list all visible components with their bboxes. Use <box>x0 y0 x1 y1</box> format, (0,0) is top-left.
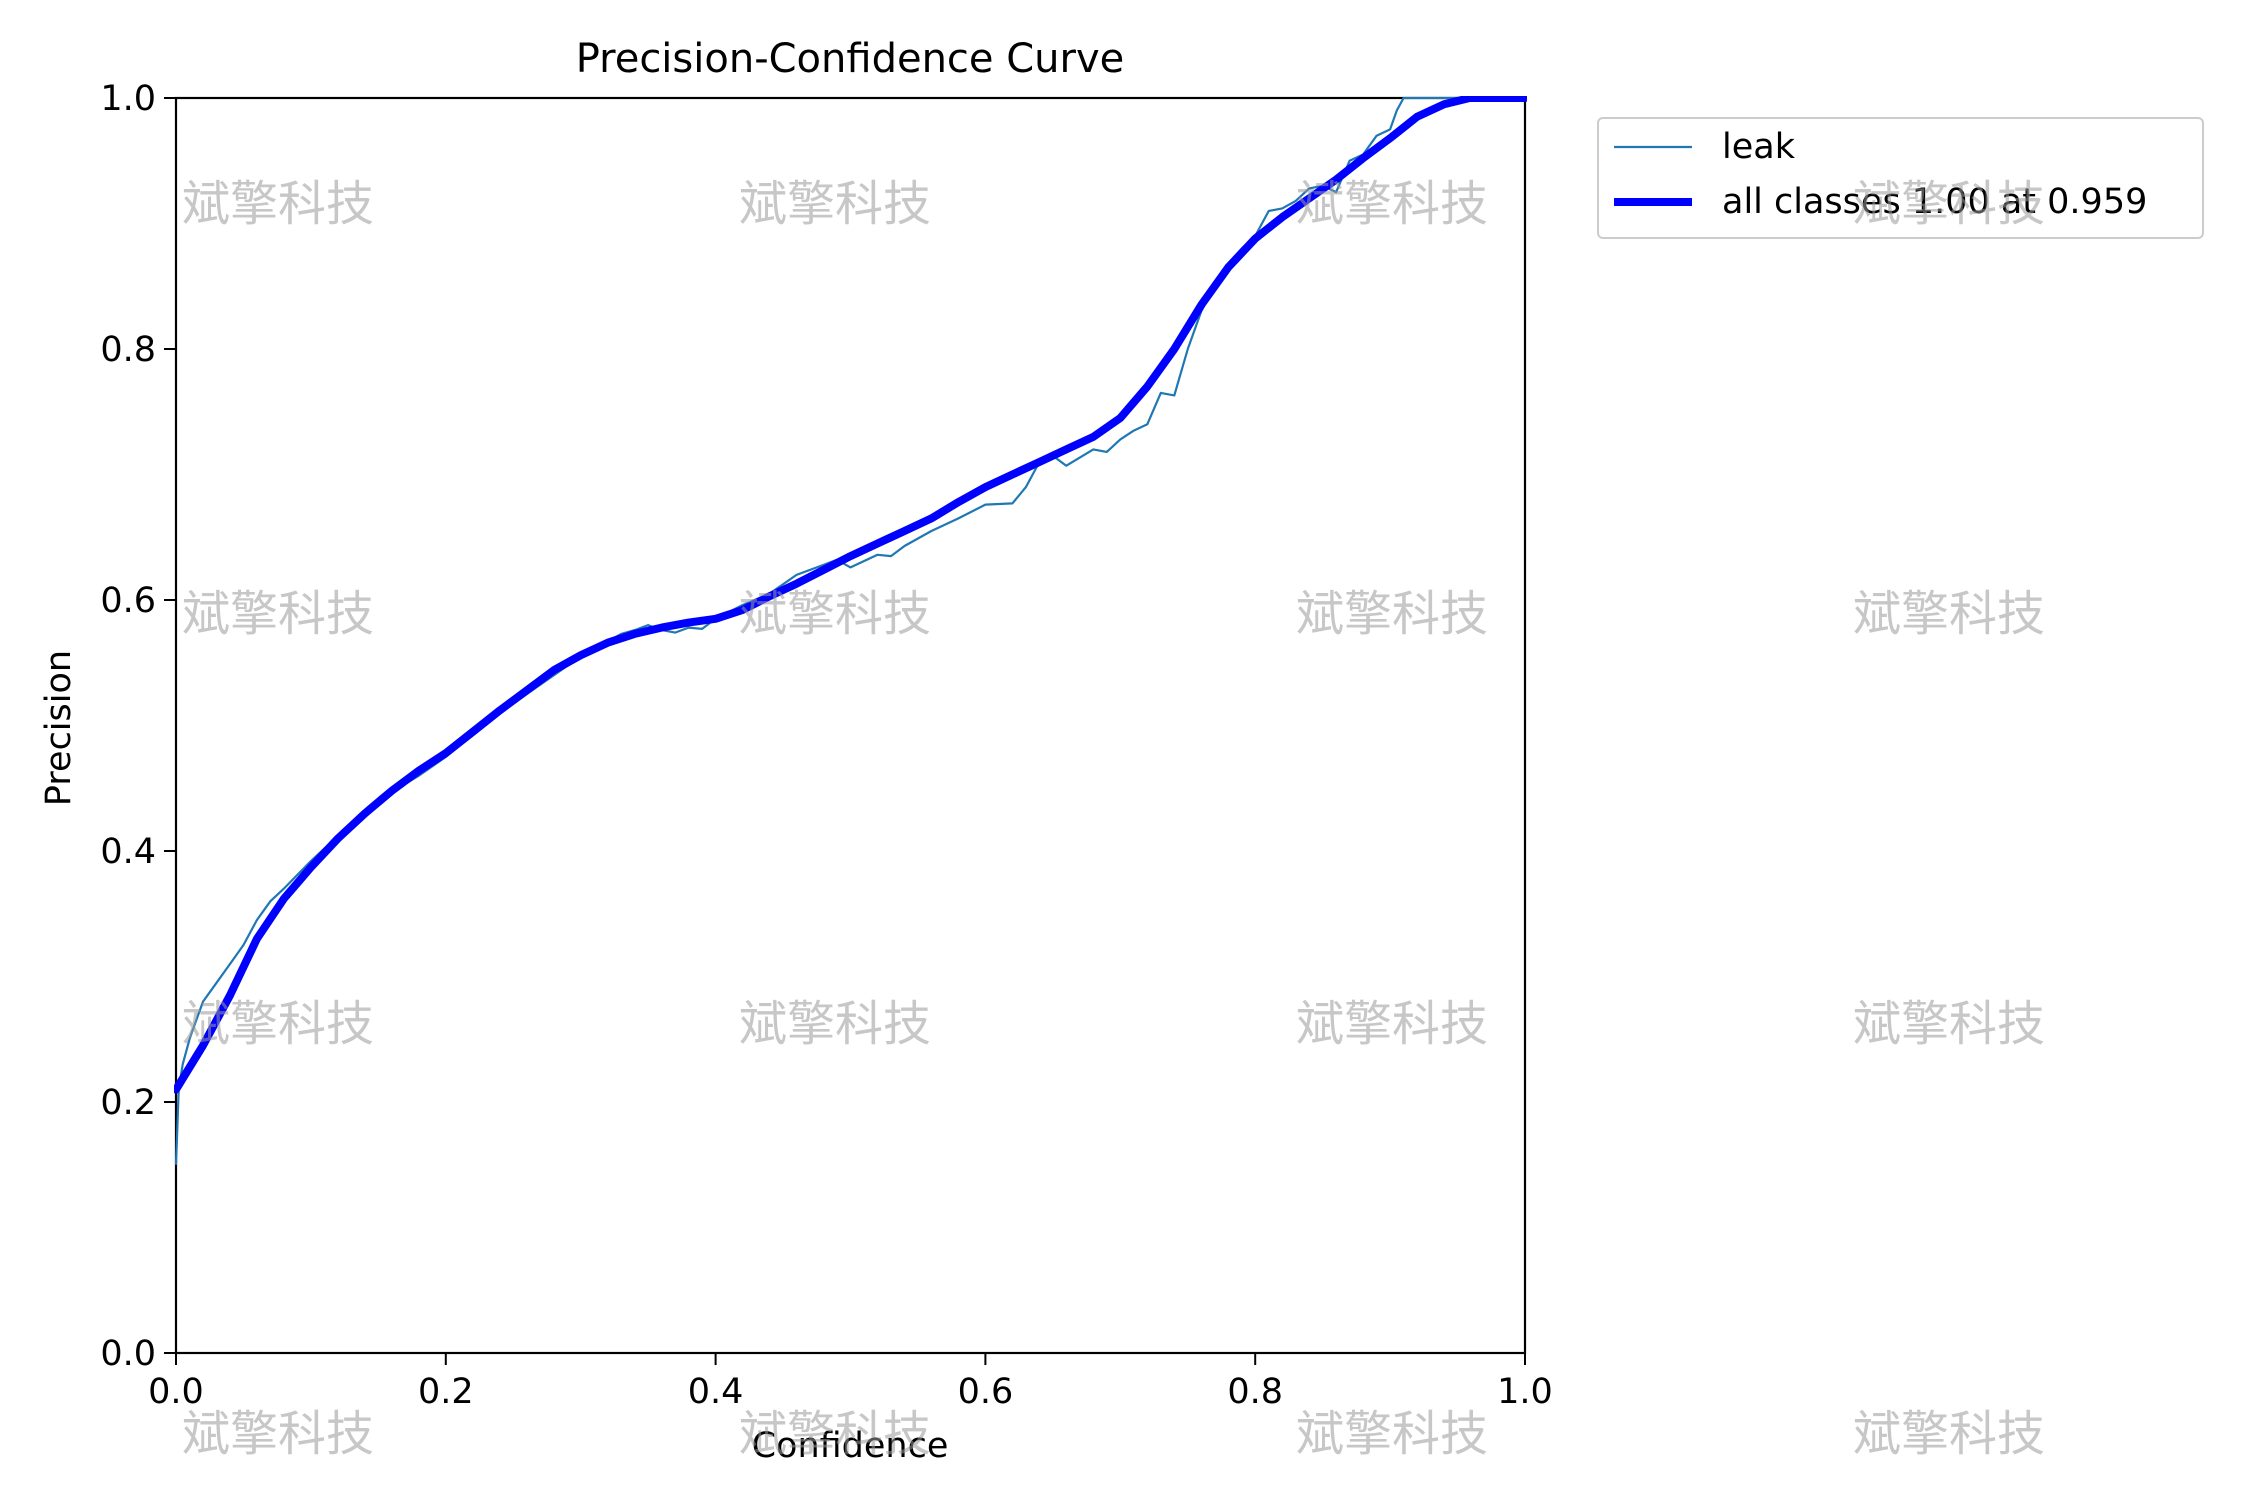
x-tick-label: 0.6 <box>958 1372 1014 1412</box>
legend: leak all classes 1.00 at 0.959 <box>1597 117 2204 239</box>
watermark-text: 斌擎科技 <box>182 586 374 642</box>
y-tick-label: 1.0 <box>100 79 156 119</box>
watermark-text: 斌擎科技 <box>739 996 931 1052</box>
x-axis-ticks: 0.0 0.2 0.4 0.6 0.8 1.0 <box>148 1353 1553 1412</box>
watermark-text: 斌擎科技 <box>739 586 931 642</box>
watermark-text: 斌擎科技 <box>1296 1406 1488 1462</box>
watermark-text: 斌擎科技 <box>739 1406 931 1462</box>
x-tick-label: 0.0 <box>148 1372 204 1412</box>
watermark-text: 斌擎科技 <box>182 176 374 232</box>
plot-area-frame <box>174 96 1527 1355</box>
chart-title: Precision-Confidence Curve <box>576 36 1125 82</box>
y-tick-label: 0.8 <box>100 330 156 370</box>
watermark-text: 斌擎科技 <box>182 996 374 1052</box>
y-tick-label: 0.2 <box>100 1083 156 1123</box>
watermark-text: 斌擎科技 <box>1853 996 2045 1052</box>
y-tick-label: 0.4 <box>100 832 156 872</box>
legend-label-leak: leak <box>1722 127 1796 167</box>
x-tick-label: 0.4 <box>688 1372 744 1412</box>
series-line-all-classes <box>174 96 1527 1094</box>
watermark-text: 斌擎科技 <box>1853 176 2045 232</box>
watermark-text: 斌擎科技 <box>1296 586 1488 642</box>
watermark-text: 斌擎科技 <box>1853 586 2045 642</box>
y-axis-label: Precision <box>39 650 79 806</box>
watermark-text: 斌擎科技 <box>1853 1406 2045 1462</box>
y-tick-label: 0.0 <box>100 1334 156 1374</box>
watermark-text: 斌擎科技 <box>739 176 931 232</box>
y-tick-label: 0.6 <box>100 581 156 621</box>
x-tick-label: 1.0 <box>1497 1372 1553 1412</box>
x-tick-label: 0.2 <box>418 1372 474 1412</box>
watermark-text: 斌擎科技 <box>1296 996 1488 1052</box>
x-axis-label: Confidence <box>752 1426 949 1466</box>
y-axis-ticks: 0.0 0.2 0.4 0.6 0.8 1.0 <box>100 79 176 1374</box>
legend-label-all-classes: all classes 1.00 at 0.959 <box>1722 182 2147 222</box>
legend-box <box>1597 117 2204 239</box>
x-tick-label: 0.8 <box>1227 1372 1283 1412</box>
watermark-text: 斌擎科技 <box>182 1406 374 1462</box>
watermark-text: 斌擎科技 <box>1296 176 1488 232</box>
